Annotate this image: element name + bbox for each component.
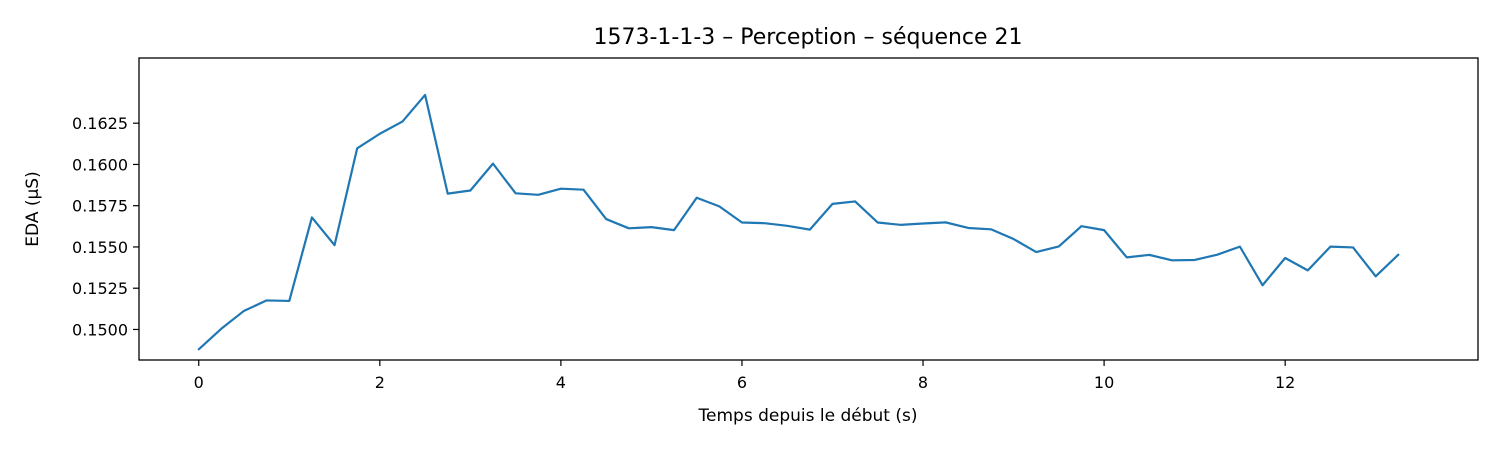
x-tick-label: 6 (737, 373, 747, 392)
y-tick-label: 0.1500 (72, 320, 128, 339)
x-axis-label: Temps depuis le début (s) (698, 406, 918, 426)
y-tick-label: 0.1600 (72, 155, 128, 174)
x-tick-label: 8 (918, 373, 928, 392)
x-tick-label: 0 (194, 373, 204, 392)
chart-title: 1573-1-1-3 – Perception – séquence 21 (593, 25, 1022, 50)
x-tick-label: 10 (1094, 373, 1114, 392)
y-axis-ticks: 0.1500 0.1525 0.1550 0.1575 0.1600 0.1625 (72, 114, 139, 339)
x-tick-label: 4 (556, 373, 566, 392)
y-tick-label: 0.1625 (72, 114, 128, 133)
plot-frame (138, 57, 1479, 361)
x-tick-label: 12 (1275, 373, 1295, 392)
x-axis-ticks: 0 2 4 6 8 10 12 (194, 360, 1295, 392)
y-tick-label: 0.1525 (72, 279, 128, 298)
y-tick-label: 0.1550 (72, 238, 128, 257)
y-tick-label: 0.1575 (72, 197, 128, 216)
eda-series-line (197, 93, 1400, 351)
y-axis-label: EDA (µS) (23, 171, 43, 246)
x-tick-label: 2 (375, 373, 385, 392)
